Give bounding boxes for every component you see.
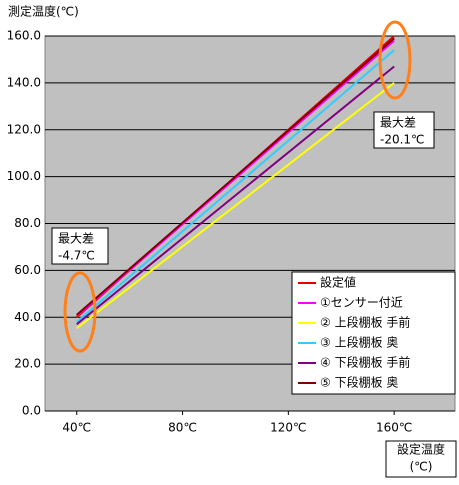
series-line: [76, 82, 395, 330]
plot: [45, 35, 455, 415]
annotation-box: [373, 111, 435, 149]
y-tick-label: 100.0: [7, 169, 41, 183]
x-axis-label: 設定温度: [397, 442, 445, 457]
legend-box: [291, 271, 456, 395]
legend-label: ④ 下段棚板 手前: [320, 355, 410, 370]
legend-label: ⑤ 下段棚板 奥: [320, 375, 398, 390]
x-tick-label: 120℃: [270, 421, 306, 435]
annotation: -4.7℃: [58, 249, 95, 263]
highlight: [63, 271, 97, 353]
legend-label: 設定値: [320, 275, 356, 290]
y-tick-label: 40.0: [14, 310, 41, 324]
y-tick-label: 160.0: [7, 29, 41, 43]
y-tick-label: 20.0: [14, 357, 41, 371]
legend-label: ①センサー付近: [320, 296, 403, 310]
series-line: [76, 37, 395, 316]
x-tick-label: 160℃: [376, 421, 412, 435]
annotation: 最大差: [58, 232, 94, 246]
x-tick-label: 40℃: [62, 421, 91, 435]
y-axis-label: 測定温度(℃): [8, 4, 79, 19]
legend-label: ③ 上段棚板 奥: [320, 335, 398, 350]
highlight: [378, 20, 412, 100]
legend-label: ② 上段棚板 手前: [320, 315, 410, 330]
series-line: [76, 65, 395, 326]
x-label-box: [385, 440, 457, 478]
legend: 設定値 ①センサー付近 ② 上段棚板 手前 ③ 上段棚板 奥 ④ 下段棚板 手前 ⑤ 下段…: [291, 271, 456, 395]
annotation-box: [51, 227, 109, 265]
y-tick-label: 0.0: [22, 404, 41, 418]
annotation: -20.1℃: [380, 133, 425, 147]
y-tick-label: 60.0: [14, 263, 41, 277]
y-tick-label: 140.0: [7, 75, 41, 89]
x-axis-label: (℃): [410, 460, 433, 474]
annotation: 最大差: [380, 116, 416, 130]
y-tick-label: 80.0: [14, 216, 41, 230]
x-tick-label: 80℃: [168, 421, 197, 435]
series-line: [76, 39, 395, 317]
y-tick-label: 120.0: [7, 122, 41, 136]
series-line: [76, 49, 395, 323]
